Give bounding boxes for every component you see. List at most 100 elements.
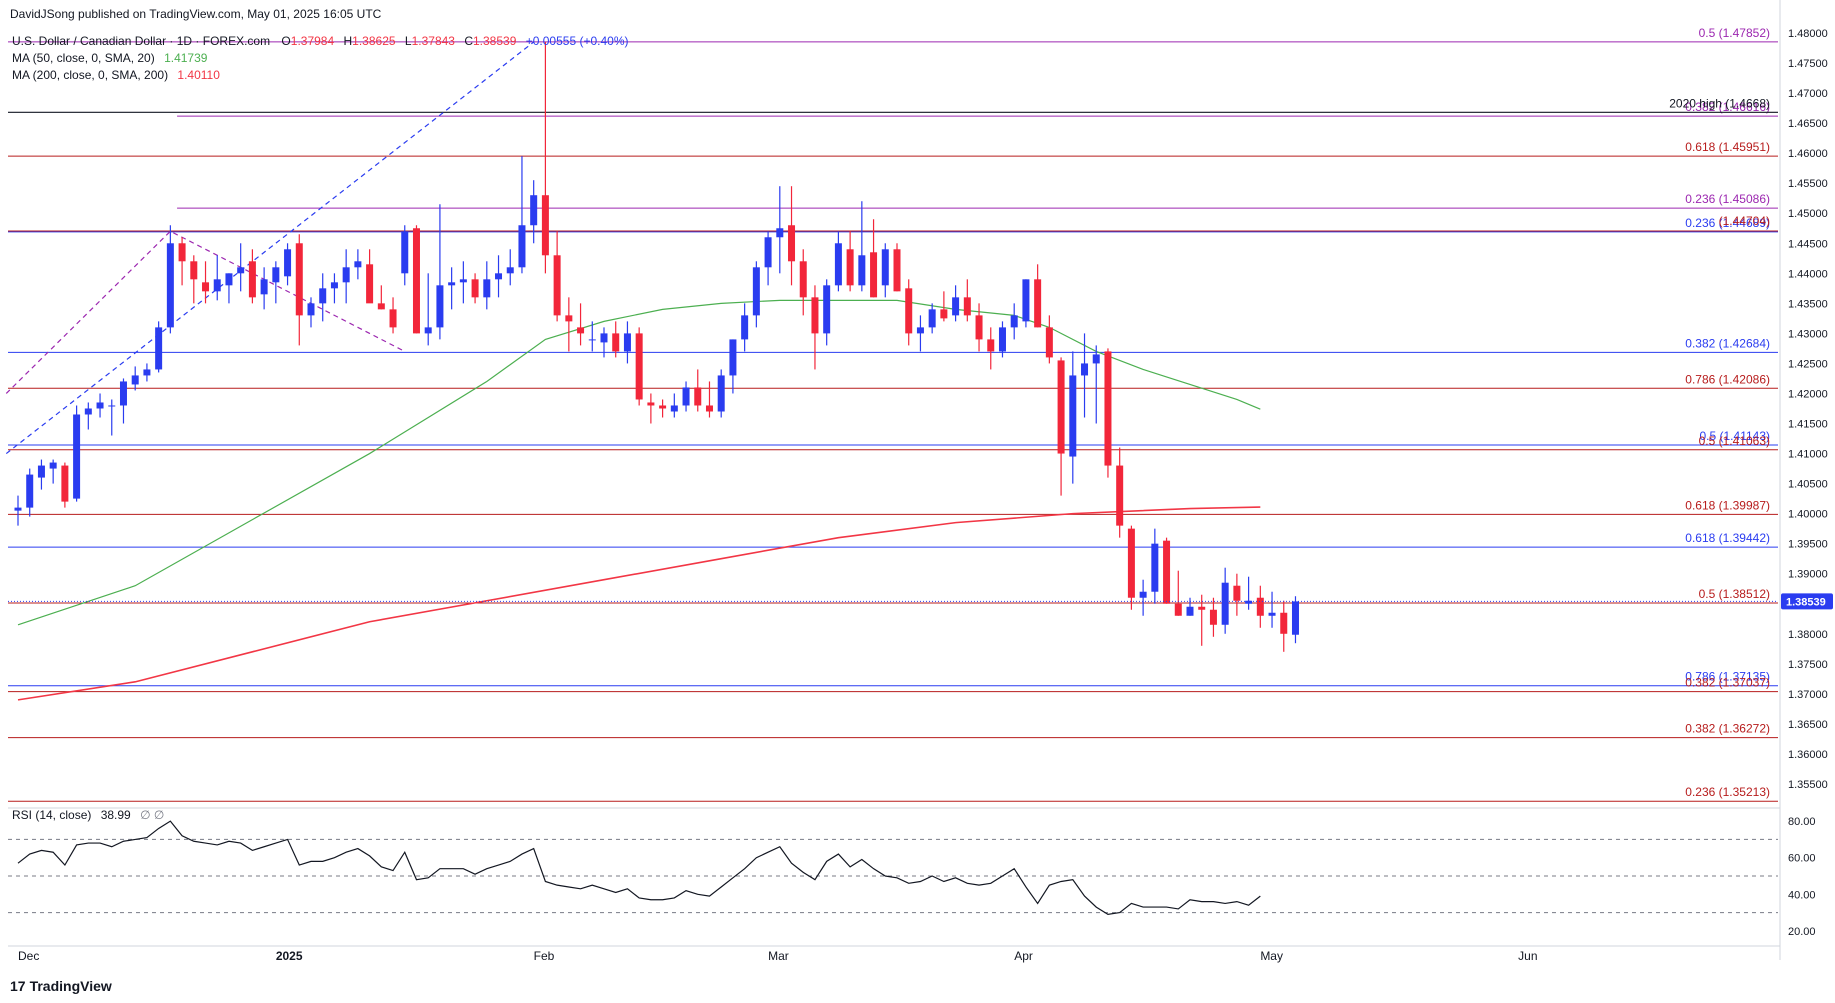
candle	[846, 231, 854, 292]
price-tick-label: 1.46500	[1788, 118, 1828, 130]
candle-body	[1151, 543, 1159, 592]
candle-body	[131, 375, 139, 385]
candle-body	[670, 405, 678, 412]
candle-body	[1174, 603, 1182, 616]
candle	[612, 321, 620, 358]
candle	[647, 393, 655, 424]
candle-body	[530, 195, 538, 226]
candle	[248, 249, 256, 304]
price-tick-label: 1.48000	[1788, 28, 1828, 40]
fib-level-label: 0.382 (1.42684)	[1685, 336, 1770, 350]
rsi-label: RSI (14, close)	[12, 808, 92, 822]
candle	[916, 315, 924, 352]
candle-body	[1104, 351, 1112, 466]
candle-body	[412, 228, 420, 334]
candle	[694, 369, 702, 412]
candle	[436, 204, 444, 340]
candle-body	[1233, 585, 1241, 601]
candle	[295, 234, 303, 346]
candle	[26, 468, 34, 517]
candle	[330, 273, 338, 304]
candle	[1081, 333, 1089, 418]
candle	[448, 267, 456, 310]
candle-body	[260, 279, 268, 295]
candle-body	[635, 333, 643, 400]
candle	[1045, 315, 1053, 364]
ma200-value: 1.40110	[177, 68, 220, 82]
candle	[1010, 303, 1018, 340]
price-tick-label: 1.44000	[1788, 268, 1828, 280]
candle-body	[916, 327, 924, 334]
candle-body	[1186, 606, 1194, 616]
candle-body	[799, 261, 807, 298]
ohlc-low: L1.37843	[404, 34, 455, 48]
candle	[37, 459, 45, 490]
candle-body	[448, 282, 456, 286]
candle	[61, 462, 69, 508]
candle-body	[143, 369, 151, 376]
candle	[143, 363, 151, 382]
candle	[577, 303, 585, 346]
candle	[178, 237, 186, 286]
candle	[237, 243, 245, 292]
fib-level-label: 0.5 (1.47852)	[1699, 26, 1770, 40]
candle	[870, 219, 878, 298]
candle-body	[506, 267, 514, 274]
candle-body	[998, 327, 1006, 352]
candle-body	[764, 237, 772, 268]
candle-body	[1034, 279, 1042, 328]
candle-body	[881, 249, 889, 286]
tradingview-logo[interactable]: 17 TradingView	[10, 978, 112, 994]
candle	[635, 327, 643, 406]
candle	[530, 180, 538, 244]
candle-body	[729, 339, 737, 376]
ma200-line	[17, 506, 1261, 701]
candle	[717, 369, 725, 418]
candle	[213, 255, 221, 301]
candle	[272, 261, 280, 304]
candle	[858, 201, 866, 292]
candle-body	[377, 303, 385, 310]
candle-body	[73, 414, 81, 499]
candle	[1174, 570, 1182, 616]
candle-body	[1139, 591, 1147, 598]
fib-level-label: 0.618 (1.39442)	[1685, 531, 1770, 545]
rsi-legend[interactable]: RSI (14, close) 38.99 ∅ ∅	[12, 808, 164, 822]
candle-body	[623, 333, 631, 352]
candle-body	[905, 288, 913, 334]
candle-body	[1198, 606, 1206, 610]
candle	[366, 249, 374, 304]
publisher-line: DavidJSong published on TradingView.com,…	[10, 7, 382, 21]
candle	[190, 255, 198, 304]
fib-level-label: (1.44704)	[1719, 214, 1770, 228]
candle-body	[424, 327, 432, 334]
candle-body	[975, 315, 983, 340]
candle	[202, 261, 210, 304]
price-tick-label: 1.47500	[1788, 58, 1828, 70]
candle	[1280, 600, 1288, 652]
candle-body	[61, 465, 69, 502]
candle-body	[330, 282, 338, 289]
price-tick-label: 1.38000	[1788, 629, 1828, 641]
last-price-tag	[1781, 593, 1833, 610]
candle-body	[776, 228, 784, 238]
price-tick-label: 1.37000	[1788, 689, 1828, 701]
ma50-line	[17, 299, 1261, 626]
moving-averages	[17, 299, 1261, 701]
ma200-legend[interactable]: MA (200, close, 0, SMA, 200) 1.40110	[12, 68, 220, 82]
fib-level-label: 0.618 (1.39987)	[1685, 498, 1770, 512]
candle	[459, 261, 467, 304]
price-tick-label: 1.42500	[1788, 358, 1828, 370]
candle-body	[741, 315, 749, 340]
time-tick-label: May	[1260, 949, 1283, 963]
candle	[975, 303, 983, 352]
candle-body	[49, 462, 57, 469]
candle	[1069, 351, 1077, 484]
ma50-legend[interactable]: MA (50, close, 0, SMA, 20) 1.41739	[12, 51, 207, 65]
candle	[776, 186, 784, 274]
candle	[1186, 597, 1194, 616]
candle-body	[553, 255, 561, 316]
candle-body	[213, 279, 221, 292]
fib-level-label: 2020 high (1.4668)	[1669, 96, 1770, 110]
